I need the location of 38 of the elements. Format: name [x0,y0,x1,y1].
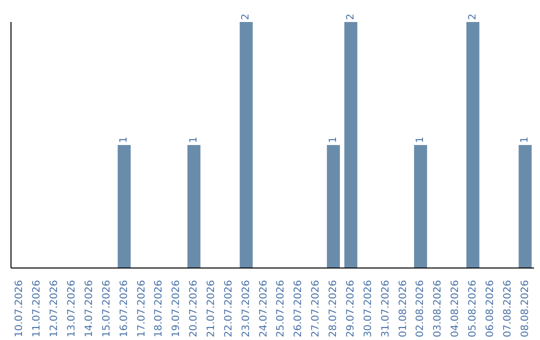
x-tick-label: 29.07.2026 [345,280,356,338]
x-tick-label: 25.07.2026 [276,280,287,338]
x-tick-label: 11.07.2026 [32,280,43,338]
x-tick-label: 14.07.2026 [84,280,95,338]
x-tick-label: 06.08.2026 [484,280,496,338]
x-tick-label: 12.07.2026 [49,280,60,338]
x-tick-label: 10.07.2026 [14,280,26,338]
x-tick-label: 13.07.2026 [66,280,78,338]
data-label: 2 [467,14,478,20]
x-tick-label: 22.07.2026 [223,280,234,338]
x-tick-label: 28.07.2026 [328,280,340,338]
data-label: 1 [188,136,200,143]
x-tick-label: 04.08.2026 [450,280,462,338]
x-tick-label: 31.07.2026 [380,280,392,338]
data-label: 1 [118,136,130,143]
x-tick-label: 08.08.2026 [520,280,531,338]
x-tick-label: 05.08.2026 [467,280,478,338]
x-tick-label: 01.08.2026 [398,280,409,338]
data-label: 1 [415,136,426,143]
x-tick-label: 03.08.2026 [432,280,444,338]
x-tick-label: 15.07.2026 [101,280,112,338]
x-tick-label: 07.08.2026 [502,280,514,338]
x-tick-label: 24.07.2026 [258,280,270,338]
x-tick-label: 02.08.2026 [415,280,426,338]
x-tick-label: 21.07.2026 [206,280,217,338]
data-label: 1 [328,136,339,143]
data-label: 1 [520,136,531,143]
x-tick-label: 20.07.2026 [188,280,200,338]
data-label: 2 [240,14,252,20]
x-tick-label: 27.07.2026 [310,280,322,338]
x-tick-label: 16.07.2026 [118,280,130,338]
x-tick-label: 30.07.2026 [362,280,374,338]
x-tick-label: 18.07.2026 [154,280,165,338]
x-tick-label: 26.07.2026 [293,280,304,338]
data-label: 2 [345,14,356,20]
x-tick-label: 23.07.2026 [240,280,252,338]
x-tick-label: 19.07.2026 [171,280,182,338]
x-tick-label: 17.07.2026 [136,280,148,338]
